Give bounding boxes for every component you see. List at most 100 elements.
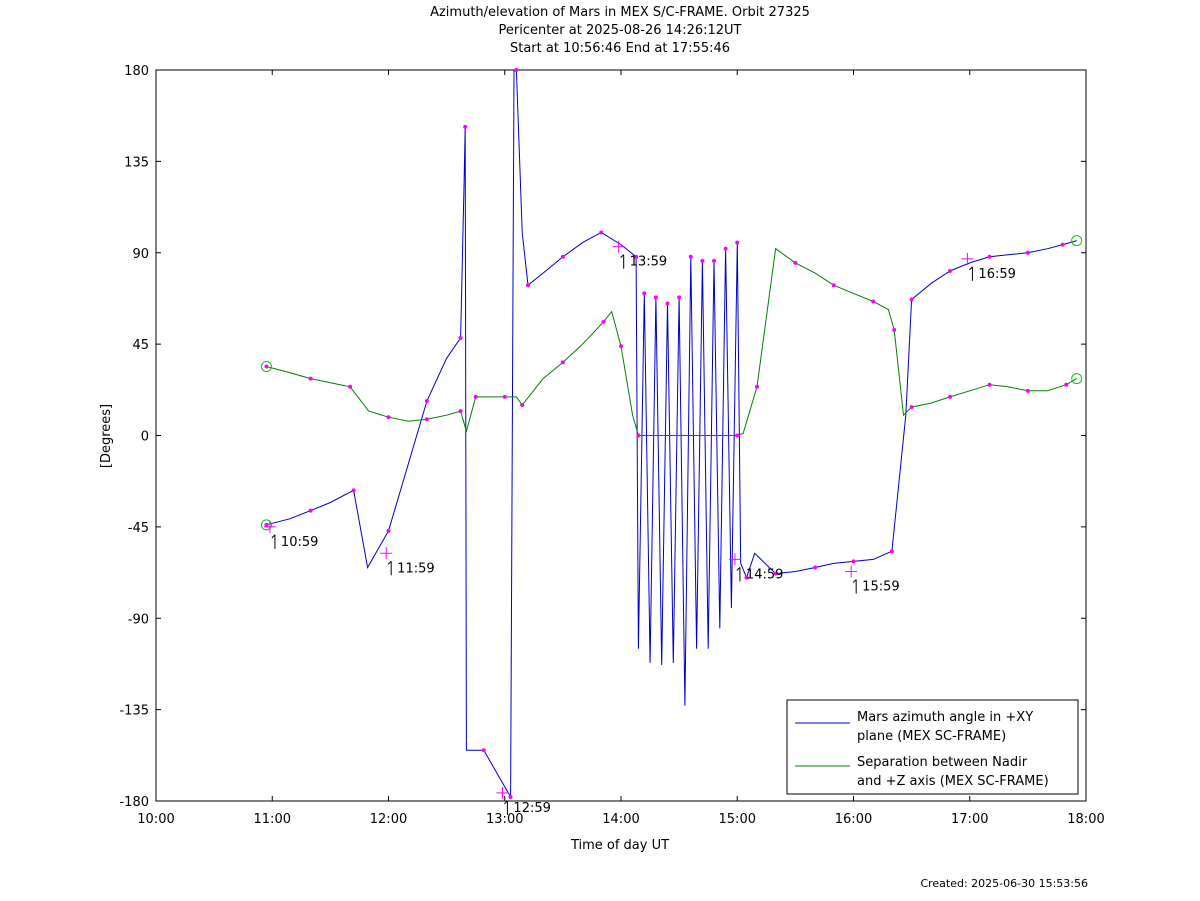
x-tick-label: 11:00 (254, 812, 291, 827)
chart-subtitle-start-end: Start at 10:56:46 End at 17:55:46 (509, 41, 731, 56)
data-point-marker (755, 384, 760, 389)
y-tick-label: 45 (132, 338, 149, 353)
data-point-marker (813, 565, 818, 570)
data-point-marker (987, 254, 992, 259)
data-point-marker (463, 124, 468, 129)
label-arrow-head (852, 579, 857, 583)
data-point-marker (636, 433, 641, 438)
data-point-marker (735, 433, 740, 438)
data-point-marker (560, 360, 565, 365)
time-label: 14:59 (746, 567, 783, 582)
label-arrow-head (736, 567, 741, 571)
start-marker (260, 360, 272, 372)
series-line-azimuth (266, 69, 1077, 799)
data-point-marker (909, 405, 914, 410)
x-tick-label: 14:00 (602, 812, 639, 827)
label-arrow-head (504, 800, 508, 805)
data-point-marker (458, 336, 463, 341)
data-point-marker (351, 488, 356, 493)
time-label: 10:59 (281, 535, 318, 550)
time-label: 16:59 (978, 267, 1015, 282)
y-tick-label: 0 (141, 430, 149, 445)
data-point-marker (793, 260, 798, 265)
data-point-marker (424, 417, 429, 422)
data-point-marker (677, 295, 682, 300)
data-point-marker (909, 297, 914, 302)
legend-label-azimuth-1: Mars azimuth angle in +XY (857, 710, 1033, 725)
data-point-marker (1064, 382, 1069, 387)
data-point-marker (386, 528, 391, 533)
data-point-marker (744, 575, 749, 580)
data-point-marker (892, 327, 897, 332)
plot-area (155, 69, 1087, 802)
data-point-marker (688, 254, 693, 259)
data-point-marker (889, 549, 894, 554)
chart-title: Azimuth/elevation of Mars in MEX S/C-FRA… (430, 5, 810, 20)
data-point-marker (700, 258, 705, 263)
time-labels: 10:59 11:59 12:59 13:59 14:59 15:59 16:59 (263, 240, 1016, 816)
data-point-marker (665, 301, 670, 306)
label-arrow-head (969, 266, 973, 271)
x-tick-label: 15:00 (719, 812, 756, 827)
legend-label-azimuth-2: plane (MEX SC-FRAME) (857, 729, 1006, 744)
y-tick-label: 135 (124, 155, 149, 170)
data-point-marker (871, 299, 876, 304)
data-point-marker (473, 394, 478, 399)
legend-box (786, 699, 1079, 795)
data-point-marker (508, 794, 513, 799)
y-tick-label: 90 (132, 247, 149, 262)
data-point-marker (599, 230, 604, 235)
legend: Mars azimuth angle in +XY plane (MEX SC-… (786, 699, 1079, 795)
data-point-marker (642, 291, 647, 296)
data-point-marker (619, 344, 623, 349)
data-point-marker (1060, 242, 1065, 247)
y-axis: 180 135 90 45 0 -45 -90 -135 -180 (119, 64, 1086, 810)
data-point-marker (264, 364, 269, 369)
x-axis-label: Time of day UT (570, 838, 669, 853)
end-marker (1071, 235, 1083, 247)
chart-subtitle-pericenter: Pericenter at 2025-08-26 14:26:12UT (498, 23, 742, 38)
data-point-marker (1025, 250, 1030, 255)
data-point-marker (560, 254, 565, 259)
x-tick-label: 18:00 (1067, 812, 1104, 827)
x-tick-label: 17:00 (951, 812, 988, 827)
data-point-marker (481, 748, 486, 753)
label-arrow-head (387, 560, 392, 565)
data-point-marker (634, 254, 639, 259)
data-point-marker (601, 319, 606, 324)
data-point-marker (264, 522, 269, 527)
y-tick-label: -180 (119, 795, 149, 810)
legend-label-separation-2: and +Z axis (MEX SC-FRAME) (857, 774, 1049, 789)
data-point-marker (947, 269, 952, 274)
x-tick-label: 13:00 (486, 812, 523, 827)
time-label: 11:59 (397, 561, 434, 576)
series-line-separation (266, 247, 1077, 436)
data-point-marker (386, 415, 391, 420)
data-point-marker (831, 283, 836, 288)
label-arrow-head (271, 534, 276, 539)
data-point-marker (502, 394, 507, 399)
y-axis-label: [Degrees] (99, 404, 114, 468)
data-point-marker (723, 246, 728, 251)
y-tick-label: -45 (128, 521, 149, 536)
y-tick-label: -135 (119, 704, 149, 719)
time-label: 15:59 (862, 580, 899, 595)
data-point-marker (514, 68, 519, 72)
x-axis: 10:00 11:00 12:00 13:00 14:00 15:00 16:00 17:00… (137, 70, 1105, 827)
created-timestamp: Created: 2025-06-30 15:53:56 (920, 877, 1088, 890)
x-tick-label: 16:00 (835, 812, 872, 827)
label-arrow-head (620, 254, 625, 259)
data-point-marker (851, 559, 856, 564)
time-label: 13:59 (630, 255, 667, 270)
data-point-marker (458, 409, 463, 414)
series-layer (260, 68, 1083, 799)
start-marker (260, 519, 272, 531)
data-point-marker (308, 376, 313, 381)
data-point-marker (520, 403, 525, 408)
y-tick-label: -90 (128, 612, 149, 627)
data-point-marker (947, 394, 952, 399)
data-point-marker (1025, 388, 1030, 393)
data-point-marker (348, 384, 353, 389)
data-point-marker (987, 382, 992, 387)
